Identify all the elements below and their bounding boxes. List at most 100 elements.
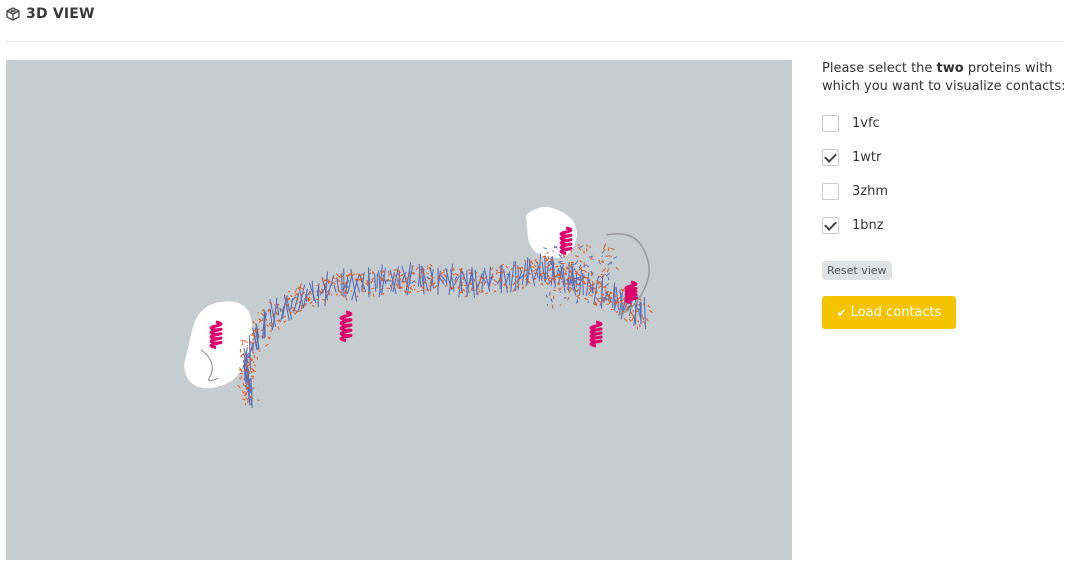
dna-backbone-atom — [278, 319, 282, 323]
dna-base-pair — [330, 282, 333, 287]
dna-backbone-atom — [258, 349, 261, 353]
load-contacts-label: Load contacts — [850, 305, 942, 320]
dna-backbone-atom — [567, 264, 571, 267]
dna-base-pair — [474, 269, 478, 296]
dna-base-pair — [546, 261, 549, 279]
dna-backbone-atom — [457, 286, 461, 290]
protein-atom — [564, 282, 569, 285]
dna-backbone-atom — [506, 286, 509, 289]
dna-backbone-atom — [635, 309, 639, 313]
dna-base-pair — [247, 372, 250, 381]
protein-option-1bnz[interactable]: 1bnz — [822, 215, 884, 235]
dna-backbone-atom — [483, 277, 487, 280]
dna-backbone-atom — [545, 259, 549, 262]
dna-backbone-atom — [615, 301, 619, 304]
dna-base-pair — [249, 341, 251, 346]
dna-backbone-atom — [440, 271, 445, 275]
protein-atom — [587, 281, 590, 284]
dna-base-pair — [503, 269, 509, 293]
protein-helix — [209, 320, 223, 350]
dna-backbone-atom — [253, 334, 257, 338]
dna-backbone-atom — [380, 270, 385, 274]
protein-atom — [601, 267, 606, 273]
dna-backbone-atom — [602, 293, 605, 296]
dna-base-pair — [471, 269, 474, 292]
reset-view-button[interactable]: Reset view — [822, 261, 892, 280]
protein-option-1vfc[interactable]: 1vfc — [822, 113, 880, 133]
dna-backbone-atom — [523, 273, 528, 278]
dna-backbone-atom — [360, 273, 364, 275]
dna-backbone-atom — [295, 288, 298, 292]
protein-atom — [590, 271, 593, 276]
protein-checkbox[interactable] — [822, 216, 839, 234]
protein-checkbox[interactable] — [822, 182, 839, 200]
dna-backbone-atom — [371, 278, 375, 280]
dna-base-pair — [536, 269, 539, 278]
dna-backbone-atom — [521, 286, 525, 289]
protein-atom — [559, 287, 562, 290]
dna-backbone-atom — [430, 279, 433, 281]
dna-backbone-atom — [452, 268, 456, 272]
dna-base-pair — [488, 273, 494, 288]
dna-backbone-atom — [240, 355, 243, 359]
dna-backbone-atom — [411, 272, 415, 275]
protein-option-1wtr[interactable]: 1wtr — [822, 147, 881, 167]
dna-backbone-atom — [395, 283, 399, 288]
protein-checkbox[interactable] — [822, 148, 839, 166]
dna-backbone-atom — [294, 292, 298, 297]
protein-checkbox[interactable] — [822, 114, 839, 132]
protein-atom — [577, 243, 580, 247]
dna-backbone-atom — [269, 329, 272, 332]
dna-backbone-atom — [572, 268, 575, 271]
protein-atom — [596, 280, 600, 285]
dna-base-pair — [350, 268, 358, 302]
molecule-3d-viewer[interactable] — [6, 60, 792, 560]
dna-backbone-atom — [534, 258, 537, 262]
protein-atom — [603, 296, 607, 299]
dna-backbone-atom — [336, 286, 340, 290]
dna-backbone-atom — [531, 266, 535, 268]
dna-backbone-atom — [438, 280, 440, 283]
dna-base-pair — [571, 265, 574, 291]
protein-atom — [547, 256, 550, 260]
dna-base-pair — [290, 296, 297, 303]
protein-helix — [624, 280, 638, 305]
dna-backbone-atom — [335, 293, 338, 296]
dna-base-pair — [382, 274, 387, 285]
protein-atom — [594, 290, 598, 294]
protein-atom — [602, 298, 606, 304]
protein-option-3zhm[interactable]: 3zhm — [822, 181, 888, 201]
dna-backbone-atom — [566, 266, 568, 270]
dna-backbone-atom — [397, 269, 401, 274]
load-contacts-button[interactable]: ✔ Load contacts — [822, 296, 956, 329]
dna-backbone-atom — [609, 291, 612, 294]
dna-base-pair — [449, 269, 455, 292]
dna-backbone-atom — [359, 278, 363, 283]
dna-backbone-atom — [416, 290, 420, 293]
dna-backbone-atom — [591, 283, 596, 287]
dna-backbone-atom — [418, 273, 422, 278]
dna-base-pair — [637, 307, 642, 319]
dna-backbone-atom — [251, 332, 254, 335]
protein-atom — [603, 243, 607, 248]
dna-base-pair — [440, 275, 447, 283]
dna-backbone-atom — [415, 266, 419, 271]
protein-atom — [583, 269, 588, 273]
dna-backbone-atom — [244, 368, 248, 372]
dna-backbone-atom — [637, 320, 639, 323]
protein-atom — [597, 300, 602, 303]
protein-atom — [563, 296, 567, 299]
dna-backbone-atom — [530, 260, 534, 265]
protein-atom — [607, 276, 610, 281]
protein-chain — [605, 233, 650, 316]
dna-backbone-atom — [255, 328, 260, 332]
dna-backbone-atom — [476, 287, 480, 290]
dna-backbone-atom — [252, 320, 255, 324]
dna-base-pair — [389, 269, 397, 295]
dna-backbone-atom — [555, 265, 560, 268]
dna-backbone-atom — [601, 300, 604, 303]
dna-backbone-atom — [607, 299, 612, 304]
dna-base-pair — [336, 277, 340, 292]
dna-backbone-atom — [411, 265, 414, 268]
protein-atom — [600, 273, 605, 276]
